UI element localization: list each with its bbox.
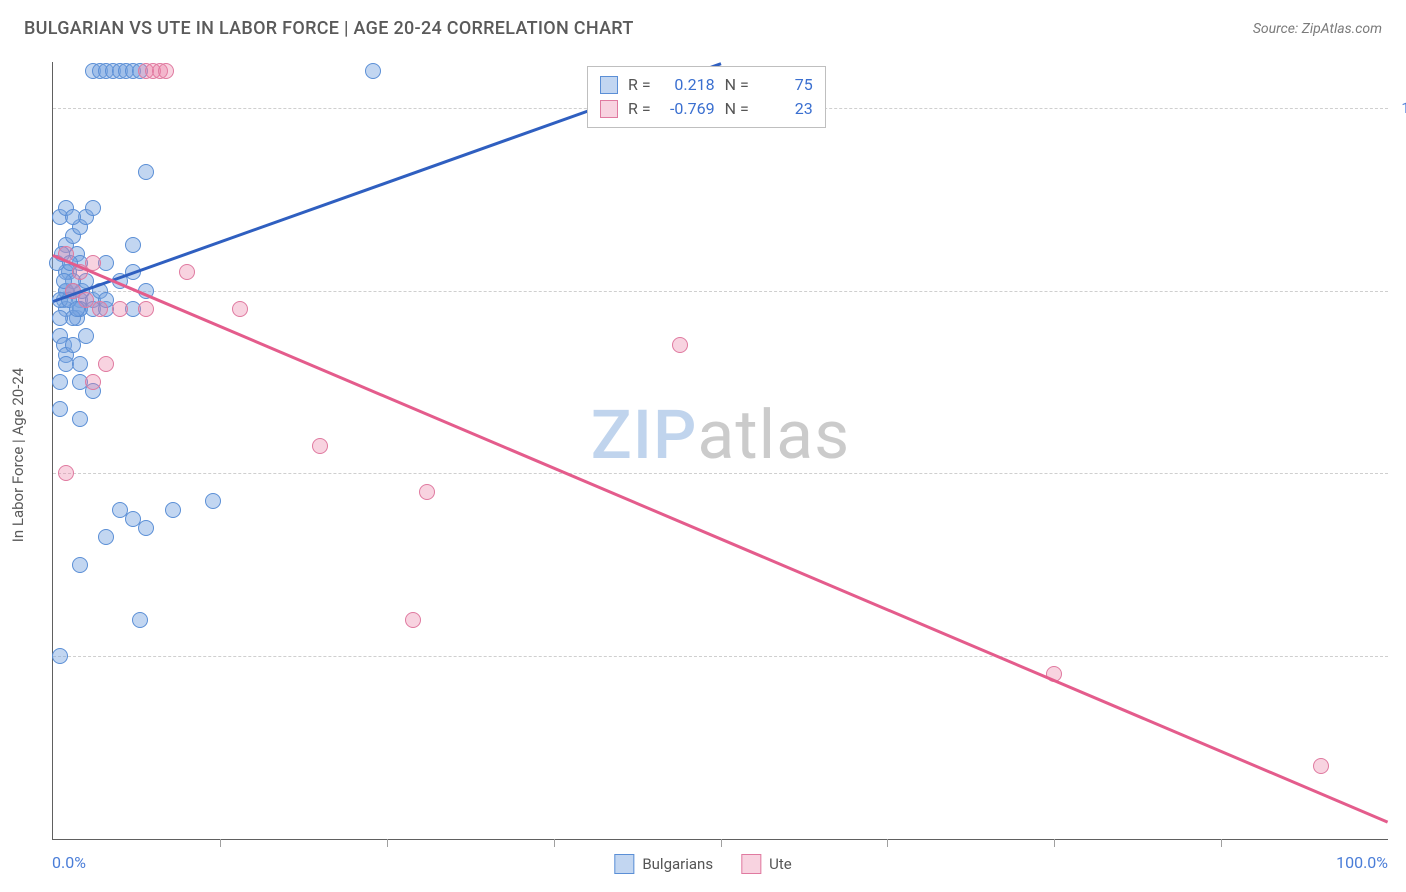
data-point-ute — [672, 337, 688, 353]
legend-swatch-pink — [741, 854, 761, 874]
scatter-plot-area: ZIPatlas 40.0%60.0%80.0%100.0%R =0.218N … — [52, 62, 1388, 840]
y-tick-label: 100.0% — [1394, 99, 1406, 117]
x-axis-min-label: 0.0% — [52, 853, 86, 872]
y-tick-label: 80.0% — [1394, 282, 1406, 300]
legend-swatch-blue — [614, 854, 634, 874]
gridline-horizontal — [53, 473, 1388, 474]
data-point-ute — [312, 438, 328, 454]
stat-row: R = -0.769 N = 23 — [600, 97, 813, 121]
data-point-bulgarians — [72, 411, 88, 427]
data-point-bulgarians — [85, 200, 101, 216]
data-point-bulgarians — [98, 529, 114, 545]
data-point-bulgarians — [52, 310, 68, 326]
data-point-bulgarians — [52, 401, 68, 417]
watermark-atlas: atlas — [697, 395, 850, 475]
data-point-ute — [112, 301, 128, 317]
x-minor-tick — [1054, 839, 1055, 847]
x-minor-tick — [721, 839, 722, 847]
x-minor-tick — [387, 839, 388, 847]
stat-n-value: 23 — [759, 97, 813, 121]
trend-line-ute — [53, 254, 1389, 823]
chart-source: Source: ZipAtlas.com — [1253, 21, 1382, 37]
watermark-zip: ZIP — [591, 395, 698, 475]
stat-r-value: -0.769 — [661, 97, 715, 121]
data-point-ute — [92, 301, 108, 317]
data-point-ute — [85, 374, 101, 390]
stat-swatch — [600, 76, 618, 94]
data-point-bulgarians — [65, 209, 81, 225]
data-point-bulgarians — [52, 374, 68, 390]
data-point-ute — [1313, 758, 1329, 774]
stat-n-label: N = — [725, 97, 749, 121]
data-point-ute — [158, 63, 174, 79]
gridline-horizontal — [53, 291, 1388, 292]
chart-header: BULGARIAN VS UTE IN LABOR FORCE | AGE 20… — [0, 0, 1406, 51]
y-tick-label: 40.0% — [1394, 647, 1406, 665]
legend-item-bulgarians: Bulgarians — [614, 854, 713, 874]
data-point-ute — [419, 484, 435, 500]
data-point-ute — [98, 356, 114, 372]
correlation-stats-box: R = 0.218 N = 75 R = -0.769 N = 23 — [587, 66, 826, 128]
data-point-bulgarians — [365, 63, 381, 79]
stat-r-label: R = — [628, 73, 651, 97]
data-point-bulgarians — [52, 648, 68, 664]
y-axis-title: In Labor Force | Age 20-24 — [9, 368, 27, 542]
data-point-ute — [179, 264, 195, 280]
chart-title: BULGARIAN VS UTE IN LABOR FORCE | AGE 20… — [24, 18, 634, 39]
stat-r-value: 0.218 — [661, 73, 715, 97]
stat-r-label: R = — [628, 97, 651, 121]
stat-swatch — [600, 100, 618, 118]
x-minor-tick — [220, 839, 221, 847]
data-point-bulgarians — [138, 164, 154, 180]
legend-item-ute: Ute — [741, 854, 792, 874]
x-minor-tick — [1221, 839, 1222, 847]
stat-n-value: 75 — [759, 73, 813, 97]
x-minor-tick — [887, 839, 888, 847]
data-point-bulgarians — [165, 502, 181, 518]
data-point-ute — [138, 301, 154, 317]
data-point-bulgarians — [138, 520, 154, 536]
stat-row: R = 0.218 N = 75 — [600, 73, 813, 97]
y-tick-label: 60.0% — [1394, 464, 1406, 482]
data-point-bulgarians — [132, 612, 148, 628]
legend-label: Ute — [769, 855, 792, 873]
data-point-ute — [232, 301, 248, 317]
legend-label: Bulgarians — [642, 855, 713, 873]
stat-n-label: N = — [725, 73, 749, 97]
x-minor-tick — [554, 839, 555, 847]
gridline-horizontal — [53, 656, 1388, 657]
x-axis-max-label: 100.0% — [1336, 853, 1388, 872]
data-point-bulgarians — [72, 557, 88, 573]
chart-legend: Bulgarians Ute — [614, 854, 791, 874]
data-point-bulgarians — [78, 328, 94, 344]
data-point-ute — [58, 465, 74, 481]
data-point-bulgarians — [205, 493, 221, 509]
data-point-ute — [405, 612, 421, 628]
watermark: ZIPatlas — [591, 395, 851, 475]
data-point-bulgarians — [72, 356, 88, 372]
data-point-bulgarians — [125, 237, 141, 253]
